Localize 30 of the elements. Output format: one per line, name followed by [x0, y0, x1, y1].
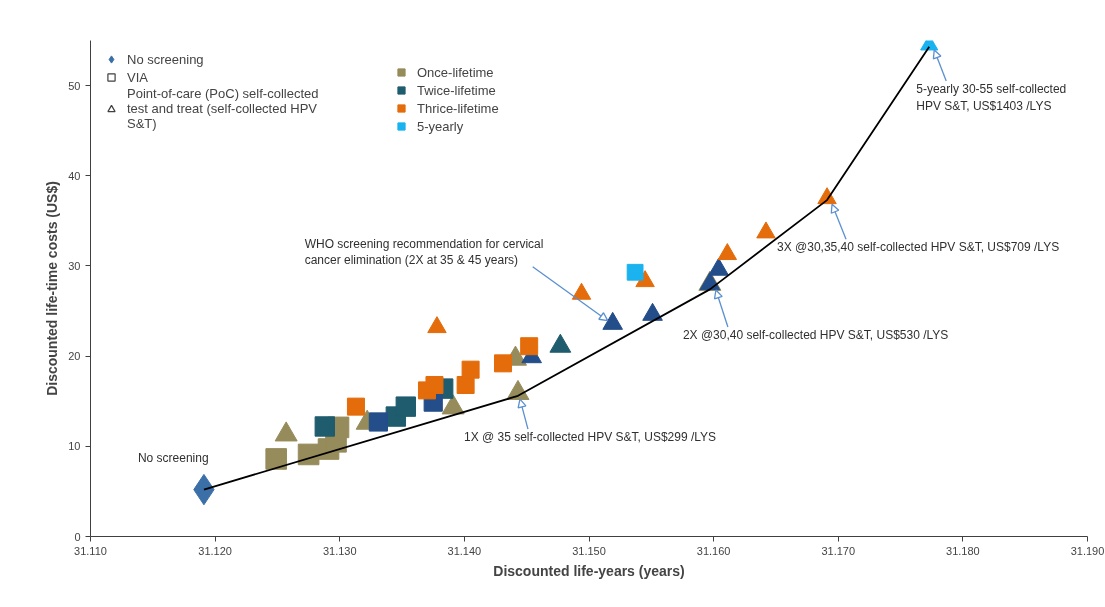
x-tick-label: 31.130 [322, 544, 357, 557]
y-tick-label: 50 [68, 79, 81, 92]
x-tick-label: 31.110 [74, 544, 107, 557]
annotation: 3X @30,35,40 self-collected HPV S&T, US$709 /LYS [777, 240, 1060, 255]
y-tick-label: 0 [74, 530, 81, 543]
legend-label: Once-lifetime [417, 63, 494, 81]
y-tick-label: 20 [68, 350, 81, 363]
legend-label: VIA [127, 68, 148, 86]
x-tick-label: 31.150 [572, 544, 606, 557]
legend-label: Point-of-care (PoC) self-collected test and treat (self-collected HPV S&T) [127, 86, 319, 131]
annotation: No screening [137, 450, 209, 465]
legend-label: Twice-lifetime [417, 81, 496, 99]
x-tick-label: 31.120 [198, 544, 232, 557]
x-tick-label: 31.170 [821, 544, 856, 557]
legend-label: 5-yearly [417, 117, 464, 135]
y-tick-label: 40 [68, 169, 81, 182]
legend-label: No screening [127, 50, 204, 68]
annotation: 5-yearly 30-55 self-collected HPV S&T, US$1403 /LYS [916, 82, 1067, 113]
annotation: 2X @30,40 self-collected HPV S&T, US$530 /LYS [682, 327, 949, 342]
x-tick-label: 31.190 [1070, 544, 1105, 557]
legend-label: Thrice-lifetime [417, 99, 499, 117]
x-tick-label: 31.180 [946, 544, 980, 557]
annotation: WHO screening recommendation for cervical cancer elimination (2X at 35 & 45 years) [304, 236, 544, 268]
x-tick-label: 31.140 [447, 544, 482, 557]
x-tick-label: 31.160 [696, 544, 731, 557]
y-tick-label: 30 [68, 259, 81, 272]
y-axis-title: Discounted life-time costs (US$) [44, 181, 61, 396]
y-tick-label: 10 [68, 440, 81, 453]
annotation: 1X @ 35 self-collected HPV S&T, US$299 /LYS [463, 430, 717, 445]
x-axis-title: Discounted life-years (years) [493, 562, 685, 579]
